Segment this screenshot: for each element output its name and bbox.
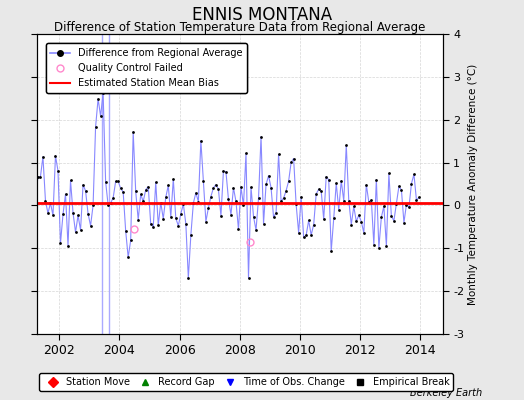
Legend: Difference from Regional Average, Quality Control Failed, Estimated Station Mean: Difference from Regional Average, Qualit… [46,43,247,93]
Text: ENNIS MONTANA: ENNIS MONTANA [192,6,332,24]
Text: Berkeley Earth: Berkeley Earth [410,388,482,398]
Y-axis label: Monthly Temperature Anomaly Difference (°C): Monthly Temperature Anomaly Difference (… [468,63,478,305]
Legend: Station Move, Record Gap, Time of Obs. Change, Empirical Break: Station Move, Record Gap, Time of Obs. C… [39,373,453,391]
Title: Difference of Station Temperature Data from Regional Average: Difference of Station Temperature Data f… [54,21,425,34]
